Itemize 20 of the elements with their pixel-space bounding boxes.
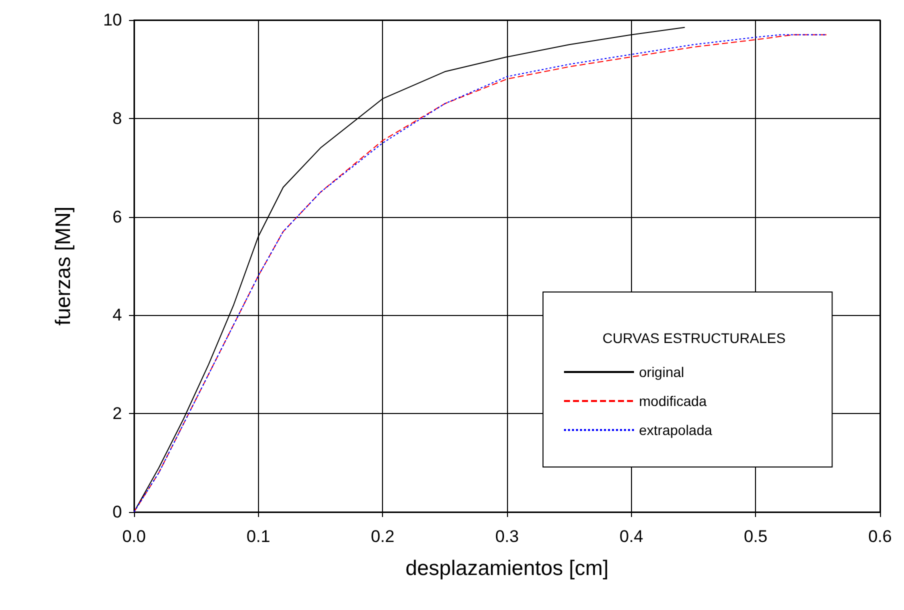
x-tick-label: 0.0 bbox=[122, 527, 146, 546]
x-tick-label: 0.5 bbox=[744, 527, 768, 546]
y-axis-title: fuerzas [MN] bbox=[52, 206, 75, 326]
x-tick-label: 0.6 bbox=[868, 527, 892, 546]
x-axis-title: desplazamientos [cm] bbox=[405, 557, 609, 580]
y-tick-label: 10 bbox=[103, 10, 122, 30]
y-tick-label: 2 bbox=[112, 404, 122, 424]
y-tick-label: 0 bbox=[112, 502, 122, 522]
legend-label: modificada bbox=[639, 393, 707, 409]
legend-label: extrapolada bbox=[639, 422, 712, 438]
x-tick-label: 0.4 bbox=[620, 527, 644, 546]
legend-label: original bbox=[639, 364, 684, 380]
x-tick-label: 0.3 bbox=[495, 527, 519, 546]
x-tick-label: 0.1 bbox=[246, 527, 270, 546]
legend-title: CURVAS ESTRUCTURALES bbox=[602, 330, 786, 346]
y-tick-label: 6 bbox=[112, 207, 122, 226]
y-tick-label: 4 bbox=[112, 306, 122, 325]
x-tick-label: 0.2 bbox=[370, 527, 394, 546]
y-tick-label: 8 bbox=[112, 108, 122, 128]
line-series bbox=[134, 34, 828, 512]
